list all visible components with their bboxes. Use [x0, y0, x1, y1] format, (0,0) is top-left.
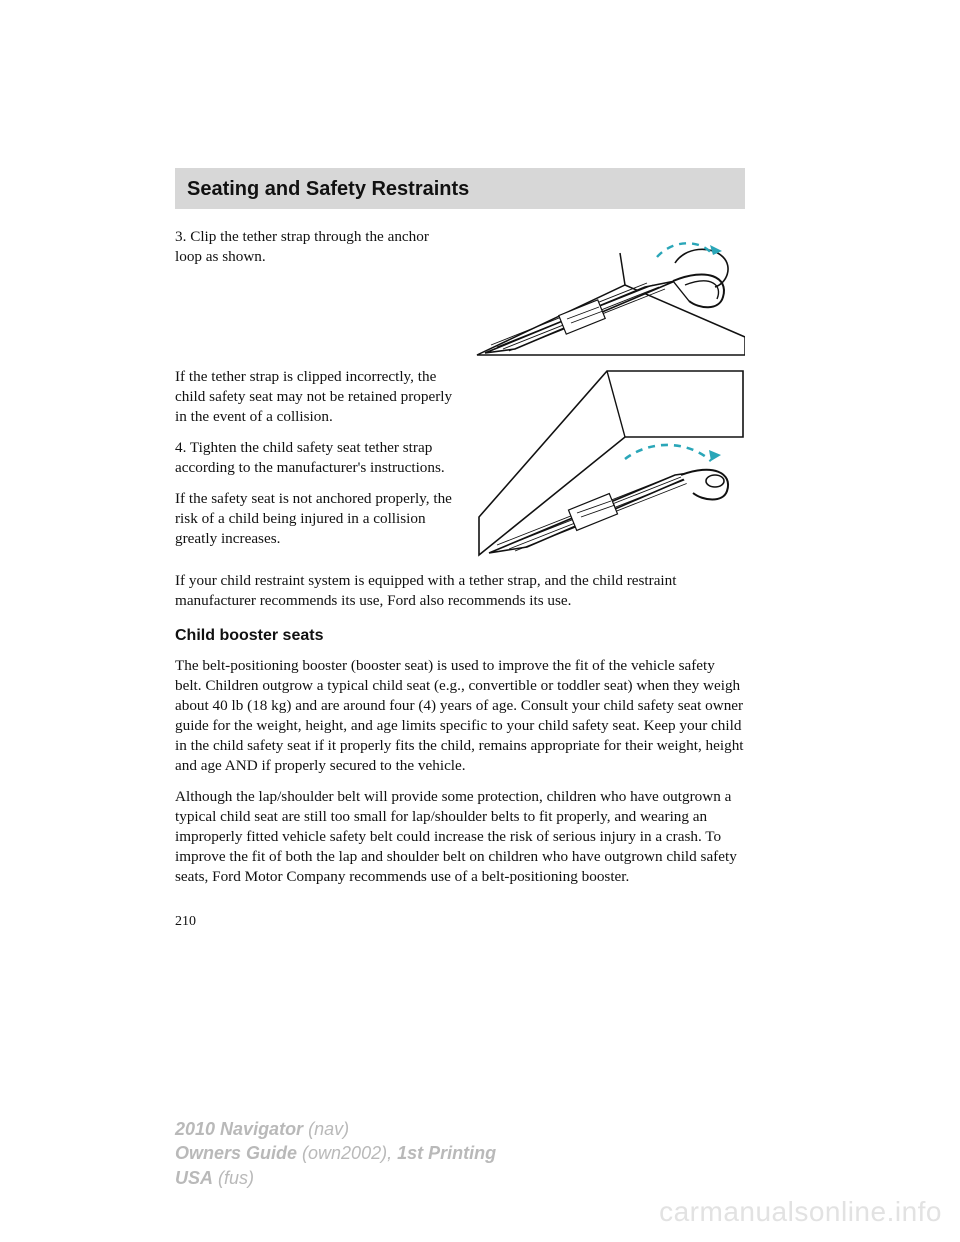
step4-text: 4. Tighten the child safety seat tether …: [175, 438, 457, 478]
step3-text: 3. Clip the tether strap through the anc…: [175, 227, 457, 267]
figure-correct-clip: [475, 227, 745, 357]
content-area: Seating and Safety Restraints 3. Clip th…: [175, 168, 745, 932]
footer-region: USA: [175, 1168, 213, 1188]
body-column: 3. Clip the tether strap through the anc…: [175, 227, 745, 932]
watermark-text: carmanualsonline.info: [659, 1196, 942, 1228]
footer-guide-code: (own2002),: [297, 1143, 392, 1163]
booster-paragraph-2: Although the lap/shoulder belt will prov…: [175, 787, 745, 887]
footer-line-2: Owners Guide (own2002), 1st Printing: [175, 1141, 496, 1165]
warn-clip-text: If the tether strap is clipped incorrect…: [175, 367, 457, 427]
tether-incorrect-illustration: [475, 367, 745, 557]
figure-incorrect-clip: [475, 367, 745, 557]
page-number: 210: [175, 913, 745, 931]
page: Seating and Safety Restraints 3. Clip th…: [0, 0, 960, 1242]
footer-model-code: (nav): [303, 1119, 349, 1139]
section-header-bar: Seating and Safety Restraints: [175, 168, 745, 209]
step4-row: If the tether strap is clipped incorrect…: [175, 367, 745, 561]
child-booster-heading: Child booster seats: [175, 625, 745, 646]
footer-line-1: 2010 Navigator (nav): [175, 1117, 496, 1141]
footer-guide: Owners Guide: [175, 1143, 297, 1163]
tether-correct-illustration: [475, 227, 745, 357]
footer-model: 2010 Navigator: [175, 1119, 303, 1139]
footer-block: 2010 Navigator (nav) Owners Guide (own20…: [175, 1117, 496, 1190]
step3-row: 3. Clip the tether strap through the anc…: [175, 227, 745, 357]
tether-recommendation: If your child restraint system is equipp…: [175, 571, 745, 611]
footer-printing: 1st Printing: [392, 1143, 496, 1163]
warn-anchor-text: If the safety seat is not anchored prope…: [175, 489, 457, 549]
section-title: Seating and Safety Restraints: [187, 178, 733, 201]
booster-paragraph-1: The belt-positioning booster (booster se…: [175, 656, 745, 776]
step4-text-block: If the tether strap is clipped incorrect…: [175, 367, 457, 561]
step3-text-block: 3. Clip the tether strap through the anc…: [175, 227, 457, 357]
footer-region-code: (fus): [213, 1168, 254, 1188]
footer-line-3: USA (fus): [175, 1166, 496, 1190]
